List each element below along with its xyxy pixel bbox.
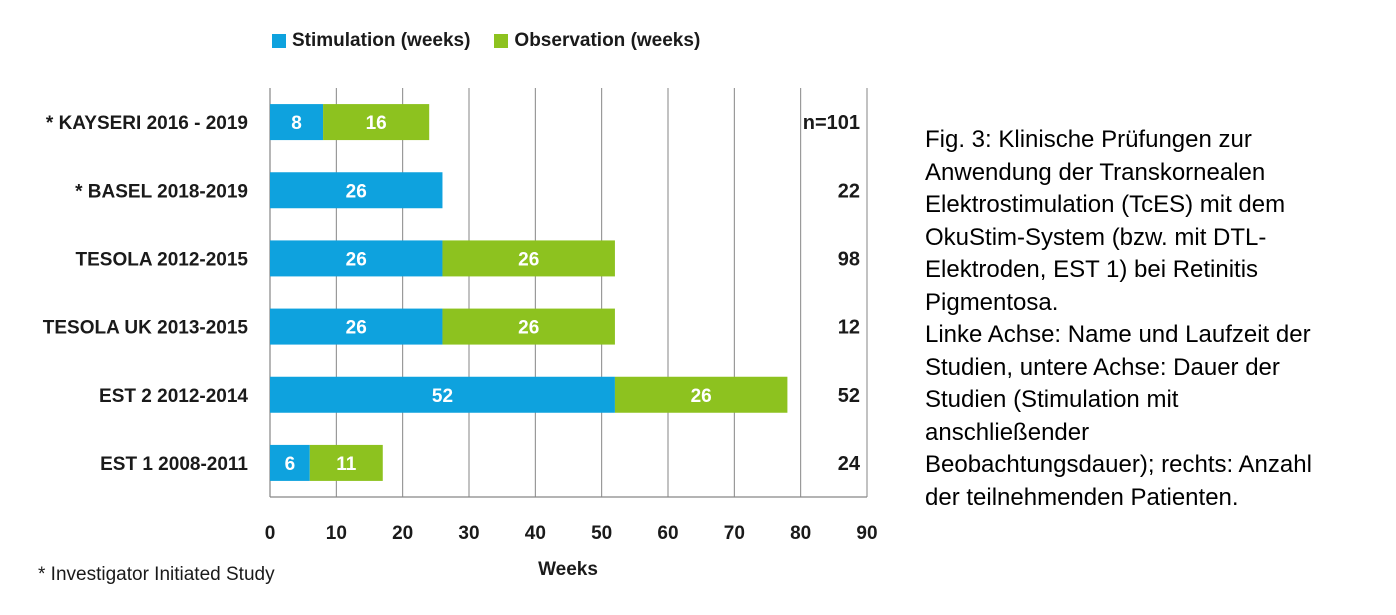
x-tick-label: 30 [458, 523, 479, 544]
bar-observation [614, 376, 788, 413]
data-label: 8 [291, 113, 302, 134]
legend-label-stimulation: Stimulation (weeks) [292, 30, 471, 51]
category-label: * KAYSERI 2016 - 2019 [46, 113, 248, 134]
bar-stimulation [270, 172, 443, 209]
bar-stimulation [270, 240, 443, 277]
x-tick-label: 60 [657, 523, 678, 544]
bar-observation [309, 444, 383, 481]
data-label: 16 [366, 113, 387, 134]
figure-caption: Fig. 3: Klinische Prüfungen zur Anwendun… [925, 126, 1312, 511]
data-label: 26 [518, 249, 539, 270]
legend-swatch-observation [494, 34, 509, 48]
x-tick-label: 0 [265, 523, 276, 544]
bar-stimulation [270, 376, 615, 413]
legend-swatch-stimulation [272, 34, 286, 48]
legend-item-observation: Observation (weeks) [494, 30, 700, 52]
data-label: 11 [336, 454, 357, 475]
category-label: EST 2 2012-2014 [99, 386, 248, 407]
data-label: 26 [518, 318, 539, 339]
x-tick-label: 50 [591, 523, 612, 544]
category-label: TESOLA UK 2013-2015 [43, 318, 249, 339]
category-label: TESOLA 2012-2015 [76, 249, 249, 270]
patient-count-label: n=101 [803, 112, 860, 134]
patient-count-label: 22 [838, 180, 860, 202]
category-label: * BASEL 2018-2019 [75, 181, 248, 202]
data-label: 26 [346, 318, 367, 339]
bar-stimulation [270, 104, 324, 141]
patient-count-label: 12 [838, 317, 860, 339]
category-label: EST 1 2008-2011 [100, 454, 248, 475]
x-tick-label: 40 [525, 523, 546, 544]
chart-legend: Stimulation (weeks) Observation (weeks) [272, 30, 724, 52]
x-axis-label: Weeks [538, 559, 598, 580]
bar-observation [442, 240, 615, 277]
bar-observation [442, 308, 615, 345]
bar-stimulation [270, 444, 310, 481]
footnote: * Investigator Initiated Study [38, 564, 275, 585]
data-label: 6 [285, 454, 296, 475]
x-tick-label: 70 [724, 523, 745, 544]
patient-count-label: 24 [838, 453, 861, 475]
data-label: 26 [346, 249, 367, 270]
data-label: 52 [432, 386, 453, 407]
x-tick-label: 10 [326, 523, 347, 544]
bar-stimulation [270, 308, 443, 345]
bar-observation [323, 104, 430, 141]
data-label: 26 [346, 181, 367, 202]
x-tick-label: 80 [790, 523, 811, 544]
legend-label-observation: Observation (weeks) [514, 30, 701, 51]
patient-count-label: 52 [838, 385, 860, 407]
legend-item-stimulation: Stimulation (weeks) [272, 30, 470, 52]
x-tick-label: 90 [856, 523, 877, 544]
x-tick-label: 20 [392, 523, 413, 544]
patient-count-label: 98 [838, 248, 860, 270]
bar-chart: 0 10 20 30 40 50 60 70 80 90 Weeks * KAYSERI 2016 -… [43, 88, 878, 580]
data-label: 26 [691, 386, 712, 407]
